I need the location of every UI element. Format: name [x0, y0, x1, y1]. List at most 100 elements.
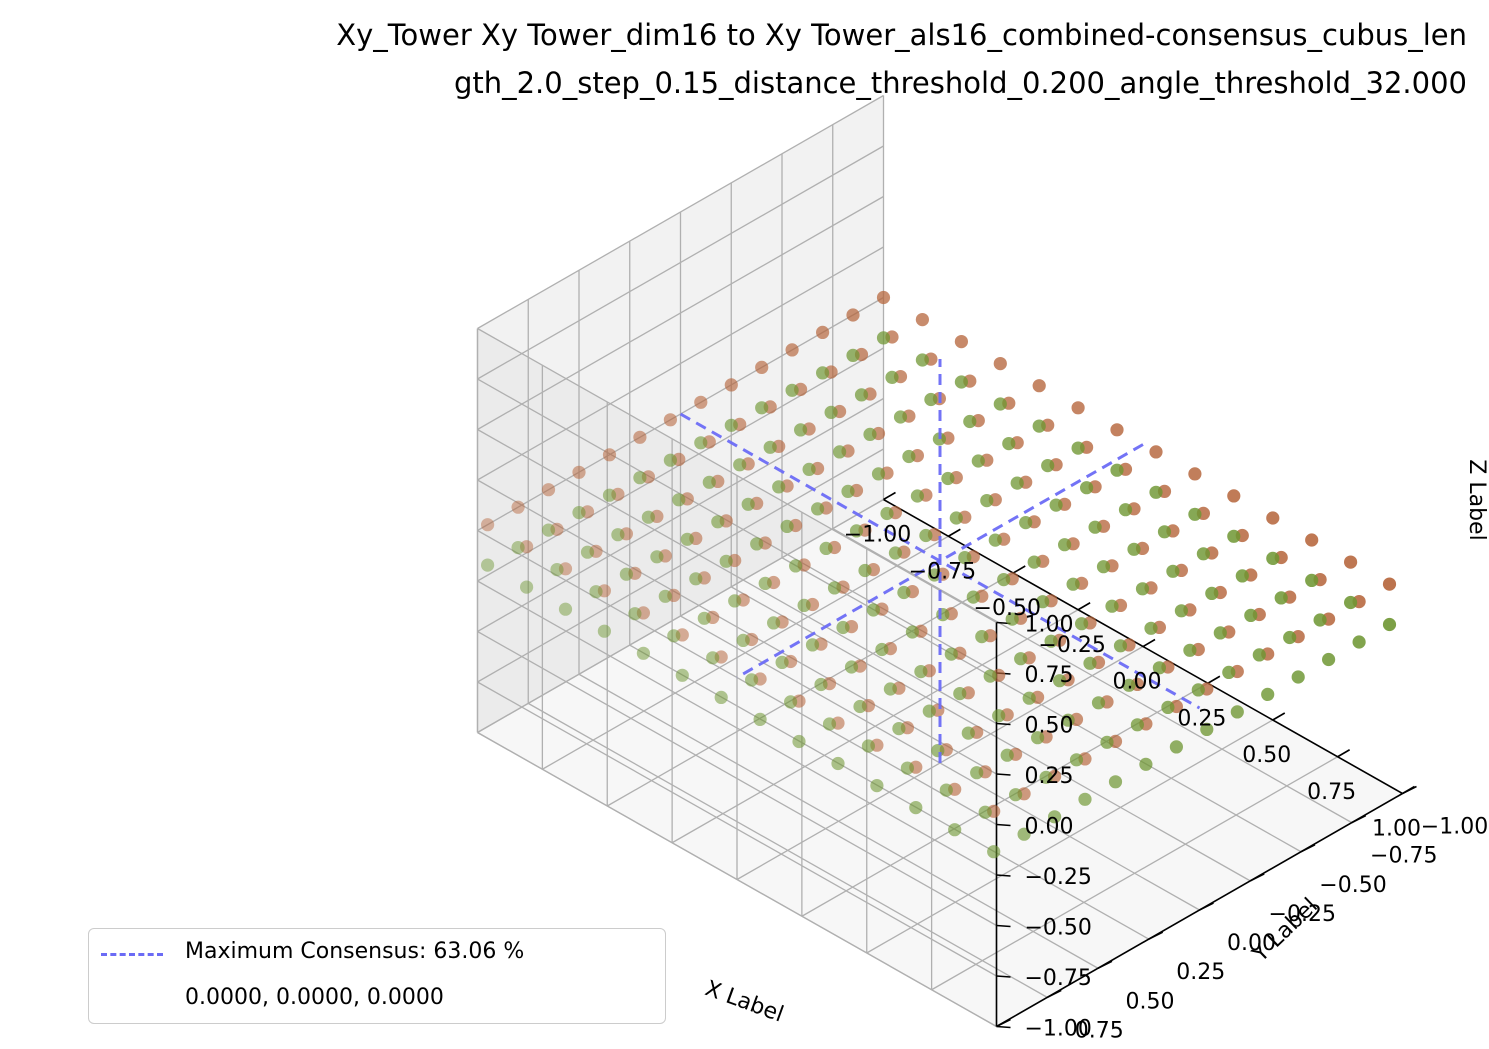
data-point	[897, 585, 911, 600]
data-point	[733, 458, 747, 472]
data-point	[915, 313, 930, 327]
data-point	[785, 343, 799, 357]
data-point	[1157, 525, 1172, 539]
data-point	[728, 594, 742, 608]
data-point	[1382, 577, 1397, 591]
legend-dashed-line-swatch	[101, 953, 163, 956]
data-point	[861, 739, 876, 753]
data-point	[958, 551, 972, 565]
x-tick-label: −0.25	[1038, 633, 1105, 658]
data-point	[511, 541, 525, 555]
data-point	[1205, 586, 1219, 601]
grid-line	[866, 719, 1274, 954]
data-point	[1044, 634, 1058, 648]
data-point	[1069, 753, 1084, 767]
data-point	[841, 484, 855, 498]
y-tick-mark	[1148, 931, 1164, 940]
data-point	[853, 699, 867, 714]
data-point	[822, 717, 837, 731]
data-point	[944, 647, 958, 661]
data-point	[876, 331, 891, 345]
data-point	[953, 687, 967, 701]
x-tick-label: −0.75	[909, 559, 976, 584]
data-point	[1344, 555, 1358, 569]
x-tick-label: 0.00	[1113, 670, 1162, 695]
data-point	[694, 436, 708, 450]
data-point	[902, 449, 916, 464]
data-point	[750, 537, 764, 551]
data-point	[802, 462, 816, 476]
data-point	[1110, 463, 1124, 477]
data-point	[1022, 691, 1036, 705]
data-point	[1313, 613, 1327, 627]
data-point	[1344, 595, 1358, 610]
data-point	[1188, 467, 1202, 481]
data-point	[924, 392, 938, 407]
data-point	[753, 712, 767, 727]
data-point	[1161, 700, 1175, 715]
y-tick-label: −0.75	[1370, 844, 1437, 869]
data-point	[863, 427, 877, 441]
data-point	[650, 550, 664, 564]
data-point	[541, 523, 556, 537]
data-point	[1053, 674, 1067, 688]
data-point	[763, 440, 777, 454]
data-point	[1027, 555, 1041, 569]
data-point	[1080, 481, 1094, 495]
data-point	[1039, 770, 1053, 784]
data-point	[672, 493, 686, 507]
data-point	[939, 783, 953, 797]
data-point	[1222, 665, 1236, 680]
data-point	[1127, 542, 1141, 556]
x-tick-mark	[1142, 638, 1156, 648]
data-point	[888, 546, 903, 560]
legend-coords: 0.0000, 0.0000, 0.0000	[185, 985, 444, 1010]
data-point	[993, 357, 1007, 371]
x-tick-mark	[1337, 749, 1351, 758]
data-point	[550, 563, 564, 577]
data-point	[1005, 612, 1019, 626]
data-point	[636, 646, 651, 660]
data-point	[805, 638, 820, 652]
data-point	[602, 488, 617, 502]
data-point	[1230, 705, 1244, 719]
data-point	[775, 655, 789, 670]
y-tick-mark	[1249, 873, 1265, 882]
grid-line	[477, 145, 884, 380]
data-point	[1152, 661, 1166, 675]
data-point	[1139, 757, 1153, 771]
data-point	[663, 453, 678, 467]
x-tick-label: 0.75	[1307, 780, 1356, 805]
data-point	[633, 430, 647, 444]
tick-labels: −1.00−0.75−0.50−0.250.000.250.500.751.00…	[844, 523, 1488, 1049]
data-point	[1213, 626, 1227, 640]
data-point	[1266, 551, 1280, 566]
data-point	[910, 489, 925, 503]
z-tick-label: 0.25	[1025, 764, 1074, 789]
data-point	[1291, 670, 1305, 684]
data-point	[824, 405, 838, 419]
data-point	[931, 744, 945, 758]
data-point	[866, 603, 881, 617]
data-point	[694, 395, 708, 409]
data-point	[1002, 437, 1016, 451]
data-point	[745, 673, 759, 687]
data-point	[909, 801, 923, 815]
data-point	[1071, 401, 1085, 415]
data-point	[1010, 476, 1024, 490]
data-point	[1075, 617, 1089, 631]
data-point	[1105, 599, 1119, 613]
data-point	[978, 805, 992, 819]
data-point	[789, 559, 803, 573]
data-point	[997, 573, 1011, 587]
data-point	[784, 695, 798, 709]
data-point	[1166, 564, 1180, 578]
data-point	[1100, 735, 1114, 749]
data-point	[1036, 595, 1050, 609]
data-point	[794, 423, 808, 437]
x-tick-mark	[1272, 712, 1286, 721]
data-point	[1058, 538, 1072, 552]
data-point	[1078, 792, 1092, 806]
data-point	[1118, 503, 1133, 517]
data-point	[1048, 810, 1062, 824]
